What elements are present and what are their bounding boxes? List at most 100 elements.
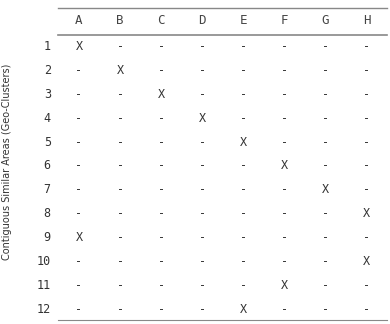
Text: -: - [117, 303, 124, 316]
Text: 8: 8 [44, 207, 51, 220]
Text: -: - [322, 88, 329, 101]
Text: -: - [363, 64, 370, 77]
Text: -: - [281, 112, 288, 125]
Text: X: X [363, 255, 370, 268]
Text: 7: 7 [44, 183, 51, 196]
Text: -: - [158, 231, 165, 244]
Text: -: - [75, 64, 83, 77]
Text: -: - [117, 88, 124, 101]
Text: -: - [158, 207, 165, 220]
Text: -: - [363, 136, 370, 149]
Text: -: - [117, 255, 124, 268]
Text: -: - [322, 64, 329, 77]
Text: -: - [199, 159, 206, 172]
Text: -: - [240, 183, 247, 196]
Text: C: C [158, 14, 165, 27]
Text: -: - [158, 279, 165, 292]
Text: H: H [363, 14, 370, 27]
Text: X: X [75, 231, 83, 244]
Text: X: X [240, 136, 247, 149]
Text: -: - [281, 303, 288, 316]
Text: -: - [158, 64, 165, 77]
Text: B: B [116, 14, 124, 27]
Text: -: - [158, 183, 165, 196]
Text: -: - [75, 279, 83, 292]
Text: -: - [199, 88, 206, 101]
Text: -: - [240, 88, 247, 101]
Text: -: - [75, 88, 83, 101]
Text: -: - [75, 136, 83, 149]
Text: -: - [75, 112, 83, 125]
Text: A: A [75, 14, 83, 27]
Text: -: - [75, 159, 83, 172]
Text: F: F [281, 14, 288, 27]
Text: -: - [240, 64, 247, 77]
Text: X: X [199, 112, 206, 125]
Text: -: - [322, 136, 329, 149]
Text: 6: 6 [44, 159, 51, 172]
Text: E: E [239, 14, 247, 27]
Text: -: - [158, 159, 165, 172]
Text: -: - [158, 303, 165, 316]
Text: -: - [363, 40, 370, 53]
Text: 4: 4 [44, 112, 51, 125]
Text: -: - [199, 231, 206, 244]
Text: -: - [199, 303, 206, 316]
Text: -: - [158, 112, 165, 125]
Text: -: - [199, 64, 206, 77]
Text: -: - [117, 183, 124, 196]
Text: -: - [117, 207, 124, 220]
Text: -: - [322, 207, 329, 220]
Text: X: X [75, 40, 83, 53]
Text: -: - [117, 159, 124, 172]
Text: -: - [363, 279, 370, 292]
Text: -: - [281, 88, 288, 101]
Text: -: - [240, 159, 247, 172]
Text: 2: 2 [44, 64, 51, 77]
Text: -: - [322, 279, 329, 292]
Text: -: - [75, 207, 83, 220]
Text: X: X [363, 207, 370, 220]
Text: -: - [322, 159, 329, 172]
Text: -: - [75, 303, 83, 316]
Text: -: - [240, 231, 247, 244]
Text: -: - [117, 231, 124, 244]
Text: X: X [281, 279, 288, 292]
Text: -: - [322, 255, 329, 268]
Text: 12: 12 [37, 303, 51, 316]
Text: -: - [117, 112, 124, 125]
Text: G: G [322, 14, 329, 27]
Text: X: X [158, 88, 165, 101]
Text: -: - [199, 207, 206, 220]
Text: -: - [363, 159, 370, 172]
Text: D: D [199, 14, 206, 27]
Text: -: - [240, 40, 247, 53]
Text: -: - [158, 136, 165, 149]
Text: -: - [322, 303, 329, 316]
Text: -: - [240, 112, 247, 125]
Text: -: - [199, 183, 206, 196]
Text: -: - [158, 40, 165, 53]
Text: -: - [199, 255, 206, 268]
Text: -: - [117, 279, 124, 292]
Text: -: - [199, 40, 206, 53]
Text: X: X [240, 303, 247, 316]
Text: -: - [322, 40, 329, 53]
Text: -: - [322, 112, 329, 125]
Text: -: - [75, 183, 83, 196]
Text: X: X [117, 64, 124, 77]
Text: -: - [240, 207, 247, 220]
Text: -: - [281, 255, 288, 268]
Text: -: - [281, 40, 288, 53]
Text: -: - [363, 112, 370, 125]
Text: -: - [117, 136, 124, 149]
Text: -: - [240, 279, 247, 292]
Text: -: - [240, 255, 247, 268]
Text: -: - [363, 183, 370, 196]
Text: X: X [322, 183, 329, 196]
Text: 11: 11 [37, 279, 51, 292]
Text: -: - [363, 303, 370, 316]
Text: -: - [363, 88, 370, 101]
Text: 1: 1 [44, 40, 51, 53]
Text: -: - [281, 183, 288, 196]
